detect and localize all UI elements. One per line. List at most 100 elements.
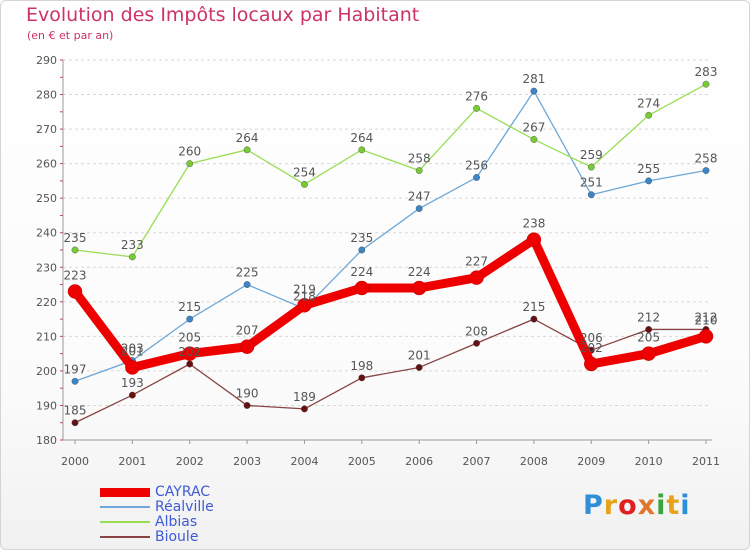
x-tick-label: 2006 (405, 455, 433, 468)
data-point-cayrac (641, 346, 656, 361)
data-label-albias: 233 (121, 238, 144, 252)
data-point-bioule (415, 364, 423, 371)
data-point-cayrac (354, 280, 370, 296)
data-point-bioule (128, 391, 136, 399)
logo-letter: i (680, 490, 691, 521)
series-line-bioule (74, 318, 707, 424)
data-label-cayrac: 205 (637, 331, 660, 345)
y-tick-label: 250 (36, 192, 57, 205)
logo-letter: o (618, 490, 638, 521)
data-point-bioule (243, 402, 251, 409)
x-tick-label: 2007 (463, 455, 491, 468)
logo-letter: t (666, 490, 681, 521)
data-label-cayrac: 223 (64, 268, 87, 282)
x-tick-label: 2000 (61, 455, 89, 468)
data-point-bioule (530, 315, 538, 323)
data-label-cayrac: 238 (522, 217, 545, 231)
y-tick-label: 280 (36, 89, 57, 102)
data-label-albias: 267 (522, 120, 545, 134)
data-label-bioule: 215 (522, 300, 545, 314)
data-label-réalville: 247 (408, 190, 431, 204)
data-point-cayrac (67, 284, 83, 299)
data-label-réalville: 256 (465, 158, 488, 172)
data-label-albias: 254 (293, 165, 316, 179)
data-point-réalville (587, 191, 595, 199)
legend-swatch (100, 521, 150, 523)
data-label-albias: 274 (637, 96, 660, 110)
legend-swatch (100, 536, 150, 538)
x-tick-label: 2008 (520, 455, 548, 468)
data-point-réalville (645, 177, 653, 185)
data-label-cayrac: 224 (350, 265, 373, 279)
legend-item-albias: Albias (100, 514, 320, 530)
series-line-albias (74, 83, 707, 258)
data-label-bioule: 212 (637, 310, 660, 324)
data-point-albias (645, 111, 653, 119)
data-point-bioule (358, 374, 366, 382)
data-label-albias: 283 (695, 65, 718, 79)
chart-subtitle: (en € et par an) (27, 29, 114, 42)
y-tick-label: 270 (36, 123, 57, 136)
data-point-cayrac (297, 298, 312, 313)
x-tick-label: 2003 (233, 455, 261, 468)
data-label-cayrac: 205 (178, 331, 201, 345)
data-label-bioule: 189 (293, 390, 316, 404)
data-point-bioule (473, 339, 480, 347)
data-label-cayrac: 207 (236, 324, 259, 338)
legend: CAYRAC Réalville Albias Bioule (100, 484, 320, 545)
data-label-réalville: 225 (236, 266, 259, 280)
series-lines (67, 80, 714, 427)
data-label-bioule: 206 (580, 331, 603, 345)
data-point-albias (71, 246, 79, 254)
y-tick-label: 260 (36, 158, 57, 171)
data-point-albias (243, 146, 251, 154)
data-label-bioule: 208 (465, 324, 488, 338)
series-line-cayrac (70, 235, 711, 372)
legend-item-cayrac: CAYRAC (100, 484, 320, 500)
data-point-bioule (645, 326, 653, 333)
data-label-albias: 260 (178, 145, 201, 159)
proxiti-logo: Proxiti (583, 490, 691, 521)
data-label-réalville: 235 (350, 231, 373, 245)
data-point-réalville (71, 377, 79, 385)
data-label-albias: 276 (465, 89, 488, 103)
data-point-bioule (186, 360, 194, 368)
data-point-albias (301, 180, 308, 188)
y-tick-label: 220 (36, 296, 57, 309)
data-point-réalville (473, 174, 480, 181)
y-tick-label: 200 (36, 365, 57, 378)
data-label-réalville: 281 (522, 72, 545, 86)
data-label-bioule: 185 (64, 404, 87, 418)
y-tick-label: 230 (36, 261, 57, 274)
x-tick-label: 2001 (118, 455, 146, 468)
data-label-cayrac: 227 (465, 255, 488, 269)
data-point-albias (587, 163, 595, 171)
data-label-albias: 264 (236, 131, 259, 145)
chart-title: Evolution des Impôts locaux par Habitant (26, 4, 420, 26)
data-point-bioule (301, 405, 308, 413)
data-label-cayrac: 210 (695, 313, 718, 327)
data-label-réalville: 251 (580, 176, 603, 190)
y-tick-label: 190 (36, 399, 57, 412)
data-point-cayrac (698, 329, 714, 344)
data-label-bioule: 212 (695, 310, 718, 324)
data-label-albias: 259 (580, 148, 603, 162)
x-tick-label: 2011 (692, 455, 720, 468)
x-tick-label: 2009 (577, 455, 605, 468)
x-tick-label: 2005 (348, 455, 376, 468)
data-point-albias (186, 160, 194, 168)
data-label-cayrac: 224 (408, 265, 431, 279)
data-label-bioule: 193 (121, 376, 144, 390)
data-label-cayrac: 201 (121, 344, 144, 358)
data-point-réalville (415, 205, 423, 212)
x-tick-label: 2002 (176, 455, 204, 468)
legend-label: Bioule (155, 529, 199, 545)
y-tick-label: 290 (36, 54, 57, 67)
data-point-réalville (530, 87, 538, 95)
data-point-cayrac (125, 360, 140, 375)
legend-label: Albias (155, 514, 198, 530)
logo-letter: x (637, 490, 657, 521)
y-tick-label: 210 (36, 330, 57, 343)
data-label-réalville: 258 (695, 152, 718, 166)
